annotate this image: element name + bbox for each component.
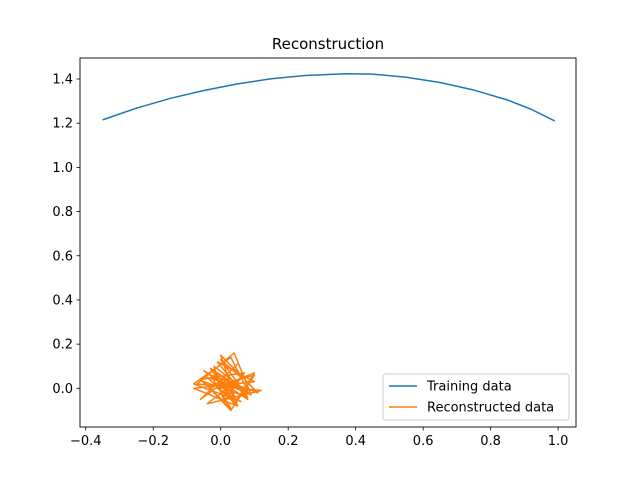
y-tick-label: 0.2 xyxy=(52,338,73,353)
y-axis: 0.0 0.2 0.4 0.6 0.8 1.0 1.2 1.4 xyxy=(52,72,80,397)
y-tick-label: 1.4 xyxy=(52,72,73,87)
x-tick-label: −0.4 xyxy=(70,434,102,449)
y-tick-label: 0.6 xyxy=(52,249,73,264)
y-tick-label: 1.2 xyxy=(52,117,73,132)
chart-title: Reconstruction xyxy=(272,35,384,53)
series-line-1 xyxy=(102,72,556,122)
x-axis: −0.4 −0.2 0.0 0.2 0.4 0.6 0.8 1.0 xyxy=(70,427,569,449)
y-tick-label: 1.0 xyxy=(52,161,73,176)
legend-label-2: Reconstructed data xyxy=(427,401,554,416)
x-tick-label: 0.0 xyxy=(210,434,231,449)
y-tick-label: 0.4 xyxy=(52,293,73,308)
legend-box xyxy=(382,373,570,421)
x-tick-label: 1.0 xyxy=(548,434,569,449)
plot-frame xyxy=(79,57,577,428)
x-tick-label: 0.4 xyxy=(345,434,366,449)
x-tick-label: 0.8 xyxy=(480,434,501,449)
legend: Training data Reconstructed data xyxy=(382,373,570,421)
y-tick-label: 0.0 xyxy=(52,382,73,397)
series-line-2 xyxy=(192,352,262,412)
y-tick-label: 0.8 xyxy=(52,205,73,220)
x-tick-label: 0.2 xyxy=(278,434,299,449)
legend-label-1: Training data xyxy=(426,380,512,395)
x-tick-label: −0.2 xyxy=(137,434,169,449)
plot-lines xyxy=(102,72,556,412)
x-tick-label: 0.6 xyxy=(413,434,434,449)
